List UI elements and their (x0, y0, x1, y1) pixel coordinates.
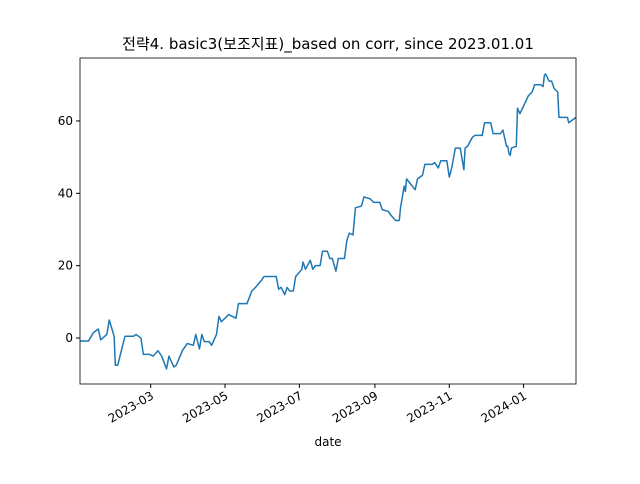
x-tick-label: 2023-07 (254, 388, 304, 425)
x-tick-label: 2023-09 (330, 388, 380, 425)
x-tick-label: 2023-03 (106, 388, 156, 425)
y-tick-label: 20 (58, 259, 73, 273)
x-tick-label: 2024-01 (479, 388, 529, 425)
y-tick-label: 0 (65, 331, 73, 345)
plot-frame (79, 57, 577, 385)
x-axis-label: date (314, 435, 341, 449)
chart-title: 전략4. basic3(보조지표)_based on corr, since 2… (122, 35, 534, 54)
x-tick-label: 2023-11 (404, 388, 454, 425)
line (80, 73, 577, 370)
x-tick-label: 2023-05 (180, 388, 230, 425)
y-tick-label: 40 (58, 186, 73, 200)
y-tick-label: 60 (58, 114, 73, 128)
